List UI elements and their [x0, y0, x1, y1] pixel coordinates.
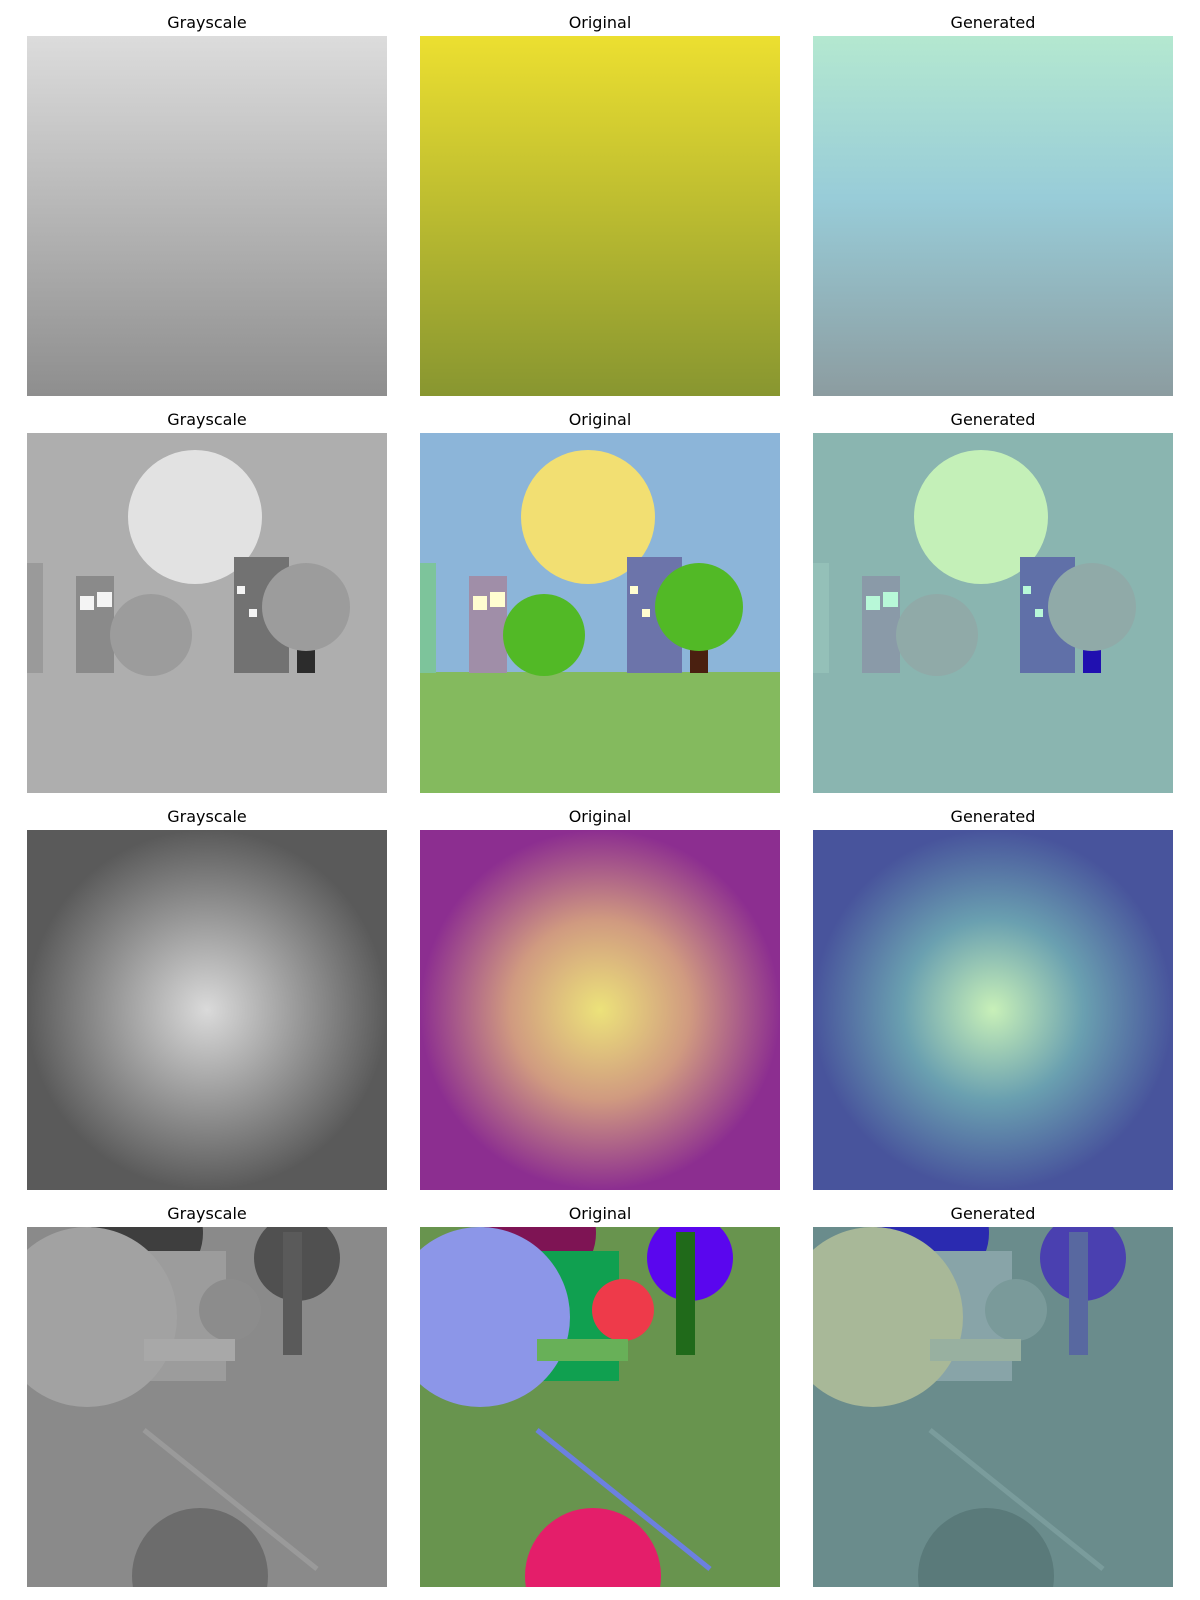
ground	[27, 672, 387, 793]
town-orig-image	[420, 433, 780, 793]
panel-title: Grayscale	[167, 1204, 247, 1223]
window	[866, 596, 880, 610]
panel-title: Generated	[950, 410, 1036, 429]
pink-circle	[132, 1508, 268, 1587]
gradient-gen-image	[813, 36, 1173, 396]
tree-crown	[1048, 563, 1136, 651]
panel-title: Grayscale	[167, 13, 247, 32]
tree-crown	[503, 594, 585, 676]
panel-title: Original	[568, 13, 632, 32]
light-green-bar	[930, 1339, 1021, 1361]
window	[630, 586, 638, 594]
tree-crown	[655, 563, 743, 651]
window	[97, 592, 112, 607]
gradient-orig-image	[420, 36, 780, 396]
lavender-circle	[27, 1227, 177, 1407]
panel-title: Grayscale	[167, 807, 247, 826]
red-circle	[985, 1279, 1047, 1341]
building	[469, 576, 507, 673]
town-gray-image	[27, 433, 387, 793]
panel-title: Generated	[950, 13, 1036, 32]
gradient-background	[813, 36, 1173, 396]
window	[490, 592, 505, 607]
gradient-background	[27, 36, 387, 396]
shapes-gray-image	[27, 1227, 387, 1587]
left-building	[813, 563, 829, 673]
sun	[914, 450, 1048, 584]
sun	[128, 450, 262, 584]
ground	[420, 672, 780, 793]
dark-green-bar	[676, 1232, 695, 1355]
tree-trunk	[297, 645, 315, 673]
building	[862, 576, 900, 673]
window	[473, 596, 487, 610]
town-gen-image	[813, 433, 1173, 793]
panel-title: Generated	[950, 1204, 1036, 1223]
light-green-bar	[144, 1339, 235, 1361]
window	[1035, 609, 1043, 617]
lavender-circle	[420, 1227, 570, 1407]
panel-title: Grayscale	[167, 410, 247, 429]
window	[642, 609, 650, 617]
diagonal-line	[928, 1428, 1105, 1571]
lavender-circle	[813, 1227, 963, 1407]
window	[80, 596, 94, 610]
diagonal-line	[535, 1428, 712, 1571]
shapes-orig-image	[420, 1227, 780, 1587]
radial-glow	[420, 830, 780, 1190]
pink-circle	[525, 1508, 661, 1587]
tree-trunk	[690, 645, 708, 673]
pink-circle	[918, 1508, 1054, 1587]
building	[76, 576, 114, 673]
radial-orig-image	[420, 830, 780, 1190]
dark-green-bar	[283, 1232, 302, 1355]
shapes-gen-image	[813, 1227, 1173, 1587]
window	[883, 592, 898, 607]
left-building	[27, 563, 43, 673]
tree-crown	[262, 563, 350, 651]
dark-green-bar	[1069, 1232, 1088, 1355]
radial-glow	[813, 830, 1173, 1190]
tree-trunk	[1083, 645, 1101, 673]
light-green-bar	[537, 1339, 628, 1361]
radial-glow	[27, 830, 387, 1190]
gradient-gray-image	[27, 36, 387, 396]
ground	[813, 672, 1173, 793]
gradient-background	[420, 36, 780, 396]
diagonal-line	[142, 1428, 319, 1571]
red-circle	[592, 1279, 654, 1341]
window	[249, 609, 257, 617]
panel-title: Original	[568, 807, 632, 826]
red-circle	[199, 1279, 261, 1341]
tree-crown	[110, 594, 192, 676]
radial-gen-image	[813, 830, 1173, 1190]
radial-gray-image	[27, 830, 387, 1190]
panel-title: Generated	[950, 807, 1036, 826]
panel-title: Original	[568, 410, 632, 429]
panel-title: Original	[568, 1204, 632, 1223]
sun	[521, 450, 655, 584]
window	[237, 586, 245, 594]
tree-crown	[896, 594, 978, 676]
left-building	[420, 563, 436, 673]
window	[1023, 586, 1031, 594]
